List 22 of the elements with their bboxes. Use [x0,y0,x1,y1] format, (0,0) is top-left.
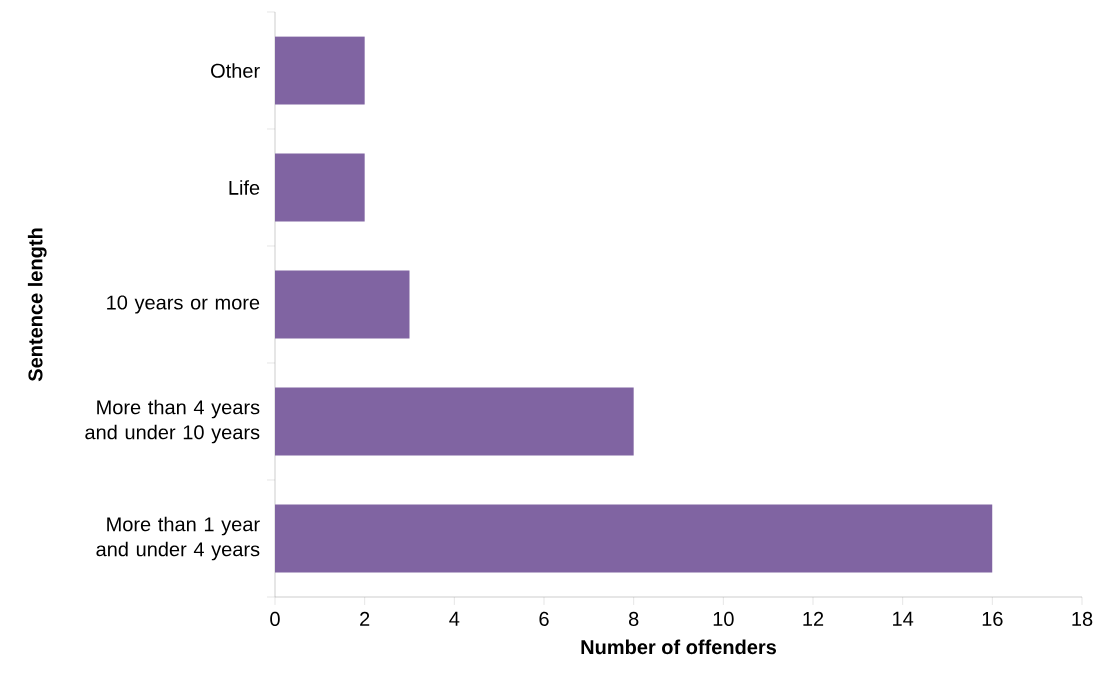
x-tick-label: 14 [893,611,914,626]
x-axis-title: Number of offenders [581,639,777,655]
bar [275,504,993,573]
x-tick-label: 4 [449,611,460,626]
bar [275,153,365,222]
x-tick-label: 2 [360,611,370,626]
x-tick-label: 16 [982,611,1003,627]
bar [275,36,365,105]
x-tick-label: 6 [539,611,549,627]
y-tick-label: Life [229,180,260,195]
x-tick-label: 18 [1072,611,1093,627]
x-tick-label: 8 [628,611,639,627]
y-tick-label: More than 1 year and under 4 years [96,516,260,561]
y-tick-label: 10 years or more [107,295,260,314]
y-tick-label: Other [211,63,260,78]
bar [275,270,410,339]
x-tick-label: 10 [713,611,734,627]
y-tick-label: More than 4 years and under 10 years [85,399,260,444]
y-axis-title: Sentence length [27,228,47,382]
bar [275,387,634,456]
x-tick-label: 12 [803,611,824,626]
x-tick-label: 0 [270,611,280,627]
